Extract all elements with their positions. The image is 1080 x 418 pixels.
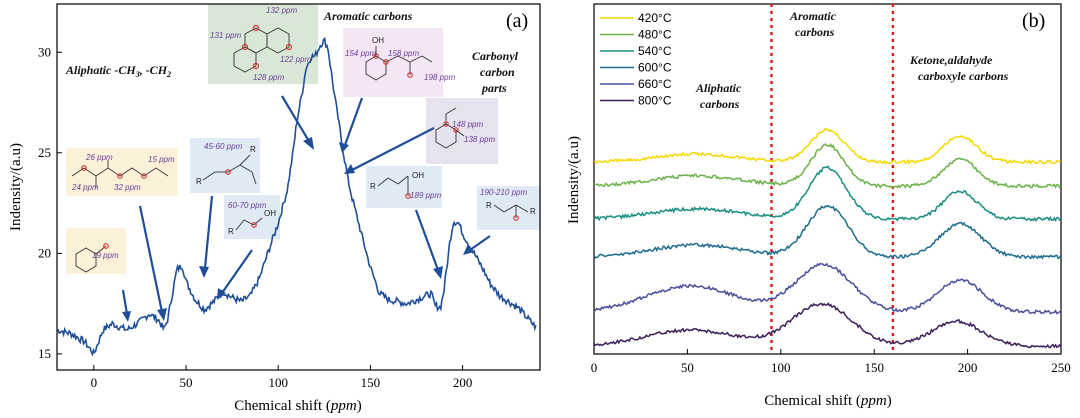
- ppm-label: 24 ppm: [71, 183, 99, 192]
- aliphatic-label: Aliphatic -CH3, -CH2: [65, 63, 171, 79]
- series-lines-b: [593, 127, 1062, 349]
- ester-molecule-icon: [202, 154, 257, 185]
- legend-entry: 660°C: [638, 77, 672, 91]
- atom-r-label: R: [250, 145, 256, 154]
- x-tick-label: 150: [361, 375, 381, 390]
- legend-entry: 800°C: [638, 94, 672, 108]
- series-line: [593, 302, 1062, 349]
- ppm-label: 158 ppm: [388, 49, 419, 58]
- legend-entry: 540°C: [638, 44, 672, 58]
- x-tick-label: 200: [453, 375, 473, 390]
- ppm-label: 128 ppm: [253, 73, 284, 82]
- ppm-label: 132 ppm: [266, 6, 297, 15]
- ppm-label: 15 ppm: [148, 155, 175, 164]
- toluene-molecule-icon: [75, 243, 109, 273]
- ester-box: [190, 138, 260, 193]
- region-ketone-line2: carboxyle carbons: [918, 69, 1009, 83]
- anisole-molecule-icon: [435, 107, 465, 149]
- panel-label-b: (b): [1022, 10, 1045, 32]
- ppm-label: 19 ppm: [92, 251, 119, 260]
- acid-molecule-icon: [377, 175, 411, 199]
- panel-b: 0 50 100 150 200 250 420°C 480°C 540°C 600°C 660°…: [566, 3, 1071, 409]
- series-line: [593, 143, 1062, 189]
- x-tick-label: 100: [268, 375, 288, 390]
- axes-frame-a: [56, 3, 541, 371]
- carbonyl-label-line1: Carbonyl: [472, 49, 519, 63]
- x-axis-label-a: Chemical shift (ppm): [234, 398, 362, 414]
- annotation-arrows: [121, 95, 491, 322]
- ppm-label: 154 ppm: [345, 49, 376, 58]
- region-aromatic-line2: carbons: [795, 25, 835, 39]
- legend-entry: 480°C: [638, 28, 672, 42]
- y-axis-label-a: Indensity/(a.u): [8, 143, 24, 231]
- x-tick-label: 250: [1051, 360, 1071, 375]
- ppm-label: 148 ppm: [452, 120, 483, 129]
- x-tick-label: 50: [681, 360, 694, 375]
- atom-r-label: R: [530, 207, 536, 216]
- alkane-box: [66, 148, 178, 196]
- alcohol-molecule-icon: [235, 217, 263, 231]
- x-axis-label-b: Chemical shift (ppm): [764, 393, 892, 409]
- region-aliphatic-line1: Aliphatic: [695, 81, 742, 95]
- ppm-label: 32 ppm: [114, 183, 141, 192]
- panel-label-a: (a): [506, 10, 528, 32]
- ppm-label: 198 ppm: [424, 73, 455, 82]
- ppm-label: 189 ppm: [410, 191, 441, 200]
- series-line: [593, 262, 1061, 315]
- x-tick-label: 50: [180, 375, 193, 390]
- x-tick-label: 0: [591, 360, 598, 375]
- phenol-ketone-box: [343, 28, 443, 97]
- y-tick-label: 15: [38, 346, 51, 361]
- region-aromatic-line1: Aromatic: [789, 9, 837, 23]
- legend-entry: 600°C: [638, 61, 672, 75]
- ppm-label: 60-70 ppm: [228, 201, 267, 210]
- x-tick-label: 150: [864, 360, 884, 375]
- atom-r-label: R: [196, 177, 202, 186]
- ppm-label: 45-60 ppm: [204, 142, 243, 151]
- spectrum-line-a: [56, 36, 537, 357]
- anisole-box: [426, 98, 498, 164]
- x-tick-label: 100: [771, 360, 791, 375]
- legend-entry: 420°C: [638, 11, 672, 25]
- ketone-box: [477, 186, 541, 230]
- axis-ticks-a: 0 50 100 150 200 15 20 25 30: [38, 44, 472, 390]
- atom-oh-label: OH: [264, 209, 276, 218]
- x-tick-label: 0: [91, 375, 98, 390]
- alkane-molecule-icon: [71, 160, 169, 188]
- series-line: [593, 204, 1062, 260]
- ppm-label: 26 ppm: [85, 153, 113, 162]
- atom-r-label: R: [228, 227, 234, 236]
- ppm-label: 190-210 ppm: [480, 188, 527, 197]
- region-ketone-line1: Ketone,aldahyde: [909, 53, 993, 67]
- alcohol-box: [224, 195, 280, 239]
- acid-box: [366, 166, 442, 208]
- axis-ticks-b: 0 50 100 150 200 250: [591, 349, 1071, 375]
- ppm-label: 138 ppm: [464, 135, 495, 144]
- legend-b: 420°C 480°C 540°C 600°C 660°C 800°C: [600, 11, 672, 108]
- y-tick-label: 25: [38, 145, 51, 160]
- naphthalene-box: [208, 4, 318, 84]
- ppm-label: 122 ppm: [280, 55, 311, 64]
- region-aliphatic-line2: carbons: [700, 97, 740, 111]
- atom-oh-label: OH: [412, 171, 424, 180]
- atom-r-label: R: [370, 182, 376, 191]
- panel-a: 0 50 100 150 200 15 20 25 30: [8, 3, 541, 414]
- axes-frame-b: [593, 3, 1062, 355]
- y-axis-label-b: Indensity/(a.u): [566, 136, 582, 224]
- ppm-label: 131 ppm: [210, 31, 241, 40]
- carbonyl-label-line3: parts: [481, 81, 507, 95]
- y-tick-label: 30: [38, 44, 51, 59]
- carbonyl-label-line2: carbon: [480, 65, 515, 79]
- aromatic-carbons-label: Aromatic carbons: [323, 9, 413, 23]
- series-line: [593, 127, 1062, 166]
- atom-oh-label: OH: [372, 36, 384, 45]
- naphthalene-molecule-icon: [233, 24, 293, 73]
- series-line: [593, 165, 1061, 223]
- atom-r-label: R: [486, 201, 492, 210]
- ketone-molecule-icon: [493, 204, 529, 221]
- x-tick-label: 200: [958, 360, 978, 375]
- y-tick-label: 20: [38, 245, 51, 260]
- phenol-ketone-molecule-icon: [365, 46, 433, 81]
